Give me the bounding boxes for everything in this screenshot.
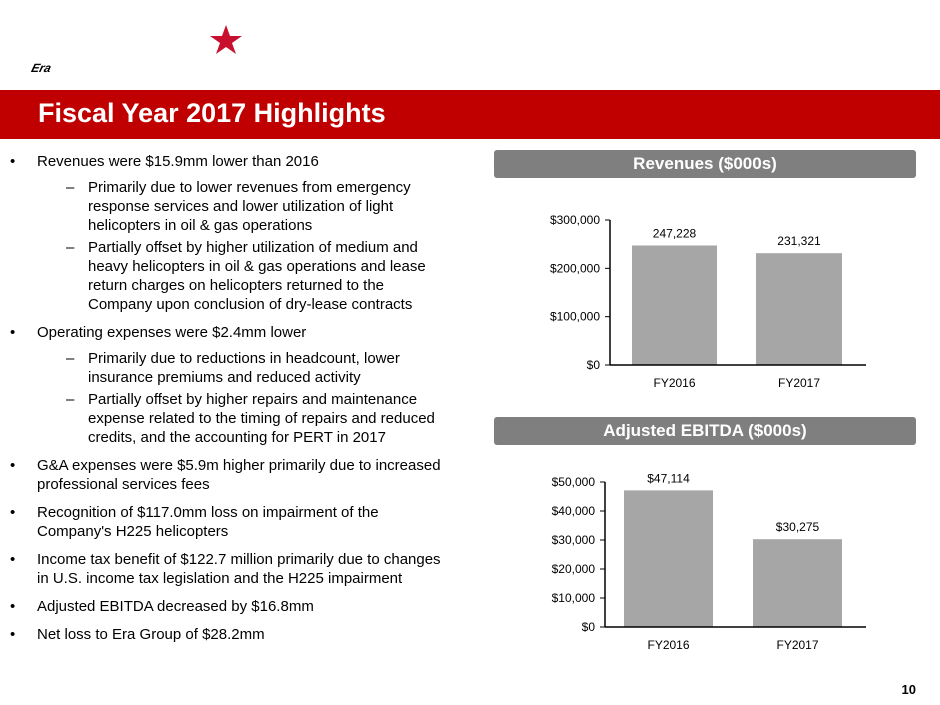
y-tick-label: $0 <box>582 620 596 634</box>
x-tick-label: FY2017 <box>776 638 818 652</box>
sub-bullet-item: – Partially offset by higher utilization … <box>10 238 450 314</box>
y-tick-label: $10,000 <box>552 591 596 605</box>
sub-bullet-marker: – <box>66 179 75 196</box>
bar <box>756 253 842 365</box>
bullet-marker: • <box>10 457 16 474</box>
sub-bullet-text: Primarily due to lower revenues from eme… <box>88 179 411 234</box>
data-label: $47,114 <box>647 471 690 485</box>
bullet-text: Operating expenses were $2.4mm lower <box>37 324 307 341</box>
bullet-text: Adjusted EBITDA decreased by $16.8mm <box>37 598 314 615</box>
sub-bullet-text: Partially offset by higher utilization o… <box>88 239 426 313</box>
ebitda-chart: $47,114 FY2016 $30,275 FY2017 $0 $10,000 $20,0… <box>552 471 866 652</box>
ebitda-chart-header: Adjusted EBITDA ($000s) <box>494 417 916 445</box>
y-tick-label: $100,000 <box>550 310 600 324</box>
star-icon <box>210 25 242 54</box>
sub-bullet-item: – Primarily due to reductions in headcoun… <box>10 349 450 387</box>
y-tick-label: $20,000 <box>552 562 596 576</box>
sub-bullet-item: – Partially offset by higher repairs and … <box>10 390 450 447</box>
bullet-item: • Recognition of $117.0mm loss on impairm… <box>10 503 450 541</box>
revenues-chart: 247,228 FY2016 231,321 FY2017 $0 $100,000 $200… <box>550 213 866 390</box>
sub-bullet-item: – Primarily due to lower revenues from em… <box>10 178 450 235</box>
page-title: Fiscal Year 2017 Highlights <box>38 98 386 128</box>
data-label: $30,275 <box>776 520 820 534</box>
revenues-chart-header: Revenues ($000s) <box>494 150 916 178</box>
x-tick-label: FY2016 <box>653 376 695 390</box>
svg-text:Era: Era <box>30 61 53 75</box>
sub-bullet-text: Primarily due to reductions in headcount… <box>88 350 400 386</box>
sub-bullet-marker: – <box>66 239 75 256</box>
bullet-marker: • <box>10 551 16 568</box>
sub-bullet-marker: – <box>66 350 75 367</box>
bullet-item: • Operating expenses were $2.4mm lower <box>10 323 450 342</box>
bar <box>632 245 717 365</box>
bullet-marker: • <box>10 626 16 643</box>
x-tick-label: FY2017 <box>778 376 820 390</box>
x-tick-label: FY2016 <box>647 638 689 652</box>
y-tick-label: $300,000 <box>550 213 600 227</box>
bullet-text: Revenues were $15.9mm lower than 2016 <box>37 153 319 170</box>
bullet-text: Net loss to Era Group of $28.2mm <box>37 626 265 643</box>
sub-bullet-text: Partially offset by higher repairs and m… <box>88 391 435 446</box>
bullet-item: • Income tax benefit of $122.7 million pr… <box>10 550 450 588</box>
bullet-item: • Adjusted EBITDA decreased by $16.8mm <box>10 597 450 616</box>
y-tick-label: $30,000 <box>552 533 596 547</box>
y-tick-label: $0 <box>587 358 601 372</box>
y-tick-label: $50,000 <box>552 475 596 489</box>
bullet-marker: • <box>10 324 16 341</box>
bullet-text: Recognition of $117.0mm loss on impairme… <box>37 504 379 540</box>
bullet-text: Income tax benefit of $122.7 million pri… <box>37 551 441 587</box>
sub-bullet-marker: – <box>66 391 75 408</box>
highlights-list: • Revenues were $15.9mm lower than 2016– P… <box>10 152 450 653</box>
y-tick-label: $200,000 <box>550 261 600 275</box>
bullet-marker: • <box>10 153 16 170</box>
bullet-marker: • <box>10 504 16 521</box>
title-band <box>0 90 940 139</box>
bar <box>624 490 713 627</box>
bullet-item: • Revenues were $15.9mm lower than 2016 <box>10 152 450 171</box>
data-label: 247,228 <box>653 227 697 241</box>
bullet-item: • G&A expenses were $5.9m higher primaril… <box>10 456 450 494</box>
page-number: 10 <box>901 682 916 697</box>
era-logo: Era <box>30 25 242 75</box>
bullet-marker: • <box>10 598 16 615</box>
bullet-item: • Net loss to Era Group of $28.2mm <box>10 625 450 644</box>
data-label: 231,321 <box>777 234 821 248</box>
bar <box>753 539 842 627</box>
y-tick-label: $40,000 <box>552 504 596 518</box>
bullet-text: G&A expenses were $5.9m higher primarily… <box>37 457 441 493</box>
